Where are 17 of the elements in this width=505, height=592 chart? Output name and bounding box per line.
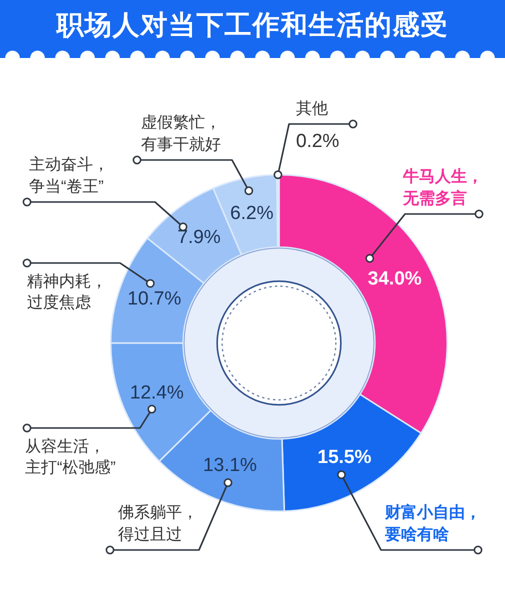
slice-label: 从容生活，主打“松弛感” [25,437,116,476]
slice-label: 佛系躺平，得过且过 [118,503,198,544]
slice-label: 其他 [296,99,328,118]
data-label: 10.7% [127,288,182,310]
slice-label: 主动奋斗，争当“卷王” [29,155,109,196]
slice-label: 牛马人生，无需多言 [402,167,483,208]
slice-label: 精神内耗，过度焦虑 [27,272,107,312]
data-label: 7.9% [177,227,221,248]
data-label: 15.5% [318,446,372,468]
data-label: 0.2% [296,131,340,152]
data-label: 6.2% [230,202,274,224]
data-label: 13.1% [203,454,258,476]
slice-label: 财富小自由，要啥有啥 [384,502,481,544]
title-banner: 职场人对当下工作和生活的感受 [0,0,505,50]
data-label: 34.0% [368,268,422,290]
data-label: 12.4% [130,382,184,404]
slice-label: 虚假繁忙，有事干就好 [141,113,221,154]
